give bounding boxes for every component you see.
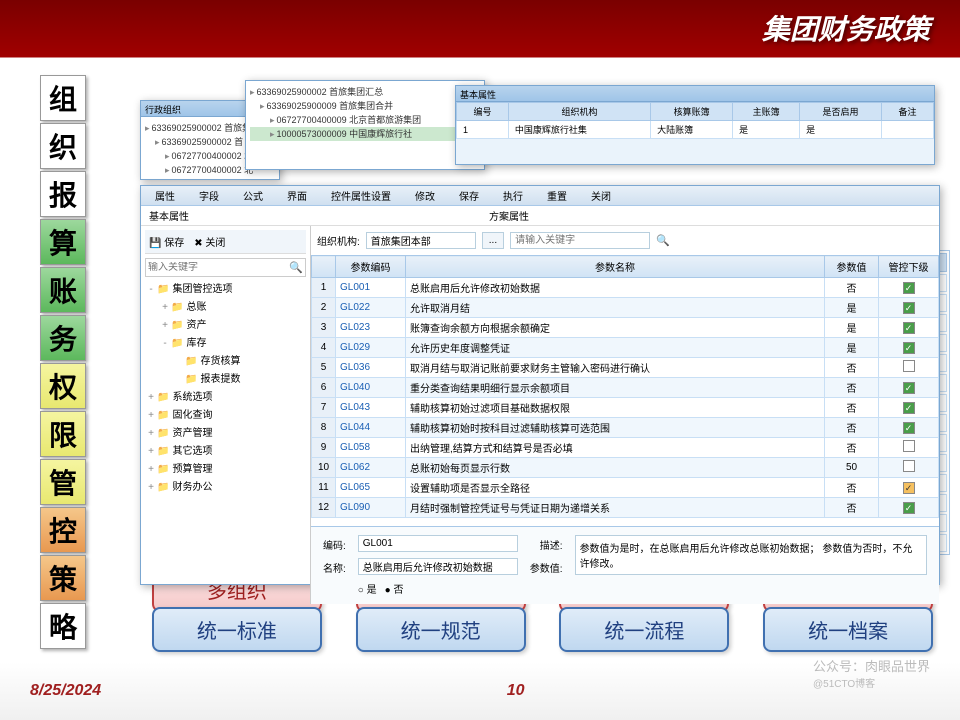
- save-button[interactable]: 💾 保存: [149, 234, 184, 249]
- param-table: 参数编码参数名称参数值管控下级 1GL001总账启用后允许修改初始数据否✓2GL…: [311, 255, 939, 518]
- slide-header: 集团财务政策: [0, 0, 960, 56]
- option-tree[interactable]: -📁集团管控选项+📁总账+📁资产-📁库存📁存货核算📁报表提数+📁系统选项+📁固化…: [145, 281, 306, 600]
- toolbar-tab[interactable]: 字段: [193, 188, 225, 203]
- toolbar-tab[interactable]: 公式: [237, 188, 269, 203]
- category-button[interactable]: 统一流程: [559, 607, 729, 652]
- tree-search-input[interactable]: [148, 262, 289, 273]
- tree-node[interactable]: 📁存货核算: [145, 353, 306, 371]
- window-param-config: 属性字段公式界面控件属性设置修改保存执行重置关闭 基本属性 方案属性 💾 保存 …: [140, 185, 940, 585]
- tree-node[interactable]: +📁其它选项: [145, 443, 306, 461]
- keyword-search-icon[interactable]: 🔍: [656, 234, 670, 247]
- keyword-input[interactable]: [510, 232, 650, 249]
- code-field[interactable]: [358, 535, 518, 552]
- toolbar-tab[interactable]: 修改: [409, 188, 441, 203]
- left-tree-panel: 💾 保存 ✖ 关闭 🔍 -📁集团管控选项+📁总账+📁资产-📁库存📁存货核算📁报表…: [141, 226, 311, 604]
- desc-label: 描述:: [530, 535, 563, 552]
- basic-prop-label: 基本属性: [149, 208, 189, 223]
- org-picker-button[interactable]: ...: [482, 232, 504, 249]
- tree-node[interactable]: +📁资产: [145, 317, 306, 335]
- scheme-prop-label: 方案属性: [489, 208, 529, 223]
- side-vertical-label: 组织报算账务权限管控策略: [40, 75, 88, 649]
- side-char: 管: [40, 459, 86, 505]
- category-button[interactable]: 统一标准: [152, 607, 322, 652]
- tree-search-box[interactable]: 🔍: [145, 258, 306, 277]
- category-button[interactable]: 统一规范: [356, 607, 526, 652]
- param-row[interactable]: 10GL062总账初始每页显示行数50: [312, 458, 939, 478]
- tree-node[interactable]: +📁固化查询: [145, 407, 306, 425]
- win3-title: 基本属性: [456, 86, 934, 102]
- toolbar-tab[interactable]: 重置: [541, 188, 573, 203]
- param-row[interactable]: 3GL023账簿查询余额方向根据余额确定是✓: [312, 318, 939, 338]
- toolbar-tab[interactable]: 控件属性设置: [325, 188, 397, 203]
- category-button[interactable]: 统一档案: [763, 607, 933, 652]
- side-char: 务: [40, 315, 86, 361]
- side-char: 权: [40, 363, 86, 409]
- right-param-panel: 组织机构: ... 🔍 参数编码参数名称参数值管控下级 1GL001总账启用后允…: [311, 226, 939, 604]
- tree-node[interactable]: +📁总账: [145, 299, 306, 317]
- slide-title: 集团财务政策: [762, 8, 930, 48]
- name-field[interactable]: [358, 558, 518, 575]
- param-row[interactable]: 6GL040重分类查询结果明细行显示余额项目否✓: [312, 378, 939, 398]
- basic-props-table: 编号组织机构核算账簿主账簿是否启用备注 1中国康辉旅行社集大陆账簿是是: [456, 102, 934, 139]
- side-char: 略: [40, 603, 86, 649]
- tree-node[interactable]: 📁报表提数: [145, 371, 306, 389]
- toolbar-tab[interactable]: 属性: [149, 188, 181, 203]
- side-char: 限: [40, 411, 86, 457]
- search-icon[interactable]: 🔍: [289, 261, 303, 274]
- org-input[interactable]: [366, 232, 476, 249]
- footer-date: 8/25/2024: [30, 682, 101, 700]
- blue-button-row: 统一标准统一规范统一流程统一档案: [145, 607, 940, 652]
- param-row[interactable]: 1GL001总账启用后允许修改初始数据否✓: [312, 278, 939, 298]
- param-row[interactable]: 4GL029允许历史年度调整凭证是✓: [312, 338, 939, 358]
- radio-no[interactable]: ● 否: [385, 581, 404, 596]
- param-row[interactable]: 9GL058出纳管理,结算方式和结算号是否必填否: [312, 438, 939, 458]
- toolbar-tab[interactable]: 保存: [453, 188, 485, 203]
- side-char: 报: [40, 171, 86, 217]
- tree-node[interactable]: +📁资产管理: [145, 425, 306, 443]
- side-char: 账: [40, 267, 86, 313]
- window-basic-props: 基本属性 编号组织机构核算账簿主账簿是否启用备注 1中国康辉旅行社集大陆账簿是是: [455, 85, 935, 165]
- side-char: 织: [40, 123, 86, 169]
- name-label: 名称:: [323, 558, 346, 575]
- main-area: 行政组织 ▸63369025900002 首旅集团汇▸6336902590000…: [130, 75, 940, 635]
- org-label: 组织机构:: [317, 233, 360, 248]
- desc-box: 参数值为是时，在总账启用后允许修改总账初始数据； 参数值为否时，不允许修改。: [575, 535, 927, 575]
- toolbar-tab[interactable]: 界面: [281, 188, 313, 203]
- side-char: 策: [40, 555, 86, 601]
- paramval-label: 参数值:: [530, 558, 563, 575]
- watermark: 公众号：肉眼品世界 @51CTO博客: [813, 656, 930, 690]
- param-row[interactable]: 7GL043辅助核算初始过滤项目基础数据权限否✓: [312, 398, 939, 418]
- radio-yes[interactable]: ○ 是: [358, 581, 377, 596]
- side-char: 组: [40, 75, 86, 121]
- side-char: 控: [40, 507, 86, 553]
- tree-node[interactable]: +📁系统选项: [145, 389, 306, 407]
- code-label: 编码:: [323, 535, 346, 552]
- tree-node[interactable]: -📁集团管控选项: [145, 281, 306, 299]
- footer-page: 10: [507, 682, 525, 700]
- window-org-tree-2: ▸63369025900002 首旅集团汇总▸63369025900009 首旅…: [245, 80, 485, 170]
- detail-form: 编码: 描述: 参数值为是时，在总账启用后允许修改总账初始数据； 参数值为否时，…: [311, 526, 939, 604]
- slide-footer: 8/25/2024 10: [30, 682, 930, 700]
- close-button[interactable]: ✖ 关闭: [194, 234, 225, 249]
- param-row[interactable]: 11GL065设置辅助项是否显示全路径否✓: [312, 478, 939, 498]
- param-row[interactable]: 5GL036取消月结与取消记账前要求财务主管输入密码进行确认否: [312, 358, 939, 378]
- tree-node[interactable]: +📁预算管理: [145, 461, 306, 479]
- param-row[interactable]: 12GL090月结时强制管控凭证号与凭证日期为递增关系否✓: [312, 498, 939, 518]
- toolbar-tab[interactable]: 关闭: [585, 188, 617, 203]
- side-char: 算: [40, 219, 86, 265]
- tree-node[interactable]: +📁财务办公: [145, 479, 306, 497]
- toolbar-tab[interactable]: 执行: [497, 188, 529, 203]
- param-row[interactable]: 2GL022允许取消月结是✓: [312, 298, 939, 318]
- win4-toolbar: 属性字段公式界面控件属性设置修改保存执行重置关闭: [141, 186, 939, 206]
- tree-node[interactable]: -📁库存: [145, 335, 306, 353]
- param-row[interactable]: 8GL044辅助核算初始时按科目过滤辅助核算可选范围否✓: [312, 418, 939, 438]
